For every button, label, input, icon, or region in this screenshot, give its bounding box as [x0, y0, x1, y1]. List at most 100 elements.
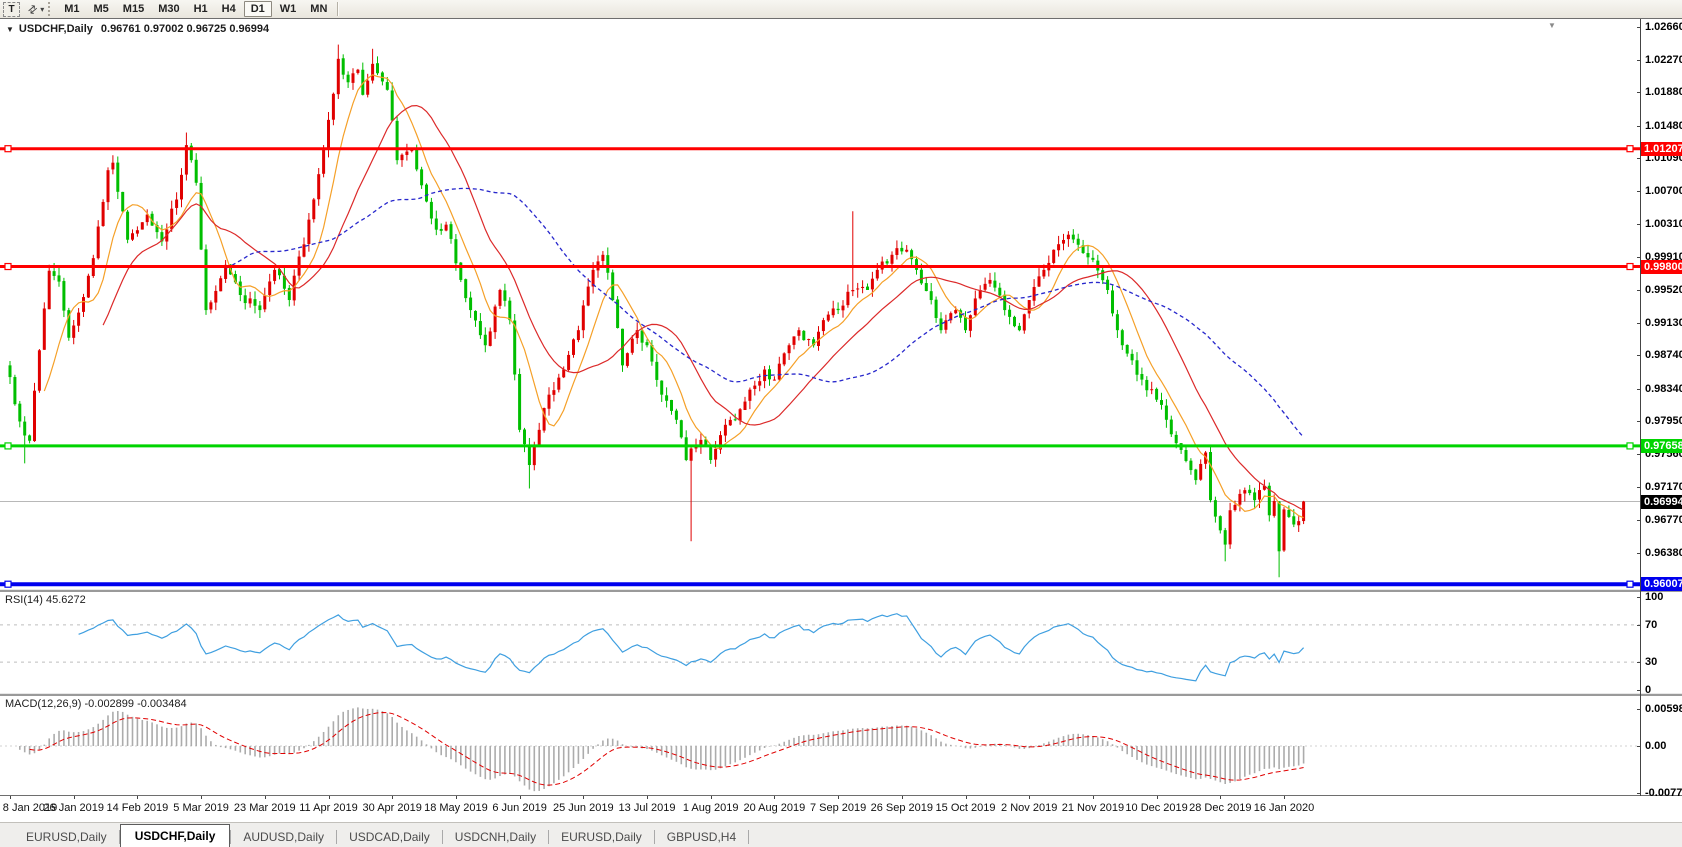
candle-body	[302, 244, 306, 257]
axis-tick	[1637, 223, 1641, 225]
candle-body	[924, 283, 928, 292]
candle-body	[82, 297, 85, 312]
candle-body	[1272, 501, 1276, 516]
candle-body	[929, 291, 933, 301]
candle-body	[527, 444, 531, 466]
timeframe-button-H1[interactable]: H1	[193, 3, 208, 15]
timeframe-button-M15[interactable]: M15	[122, 3, 145, 15]
candle-body	[204, 249, 208, 311]
candle-body	[973, 298, 977, 316]
candle-body	[993, 280, 997, 288]
price-tick-label: 1.00700	[1645, 185, 1682, 198]
candle-body	[278, 269, 281, 276]
chart-tab-GBPUSD-H4[interactable]: GBPUSD,H4	[666, 830, 737, 844]
candle-body	[709, 447, 713, 460]
candle-body	[792, 336, 796, 345]
line-handle[interactable]	[4, 145, 12, 153]
line-handle[interactable]	[1626, 262, 1634, 271]
candle-body	[743, 401, 747, 411]
candle-body	[1248, 489, 1252, 494]
candle-body	[699, 439, 703, 447]
candle-body	[1066, 234, 1070, 240]
candle-body	[1037, 276, 1041, 287]
price-axis[interactable]: 1.02660 1.02270 1.01880 1.01480 1.01090 1.007…	[1637, 19, 1682, 799]
candle-body	[1086, 253, 1090, 258]
date-tick	[647, 796, 648, 799]
panel-splitter-macd[interactable]	[0, 693, 1682, 696]
timeframe-button-W1[interactable]: W1	[279, 3, 297, 15]
candle-body	[998, 287, 1002, 296]
candle-body	[1057, 244, 1061, 251]
candle-body	[135, 230, 139, 234]
chart-tab-EURUSD-Daily[interactable]: EURUSD,Daily	[26, 830, 107, 844]
ma-medium-line	[102, 105, 1304, 511]
chart-shift-marker[interactable]: ▼	[1548, 21, 1556, 30]
axis-tick	[1637, 158, 1641, 160]
candle-body	[885, 261, 889, 264]
candle-body	[390, 90, 394, 121]
timeframe-button-M1[interactable]: M1	[64, 3, 80, 15]
chart-tab-USDCHF-Daily[interactable]: USDCHF,Daily	[119, 824, 231, 847]
candle-body	[1140, 374, 1144, 380]
text-tool-button[interactable]: T	[3, 1, 20, 17]
candle-body	[312, 199, 316, 220]
timeframe-button-M5[interactable]: M5	[93, 3, 109, 15]
line-handle[interactable]	[1626, 442, 1634, 450]
candle-body	[346, 74, 350, 83]
candle-body	[635, 330, 639, 339]
draw-tool-dropdown-caret[interactable]: ▾	[40, 4, 45, 14]
date-tick	[73, 796, 75, 799]
timeframe-button-D1[interactable]: D1	[243, 1, 272, 17]
rsi-indicator-panel[interactable]	[0, 592, 1640, 693]
candle-body	[155, 225, 159, 233]
chart-tab-EURUSD-Daily[interactable]: EURUSD,Daily	[561, 830, 642, 844]
chart-tab-USDCAD-Daily[interactable]: USDCAD,Daily	[349, 830, 430, 844]
line-handle[interactable]	[4, 262, 12, 271]
axis-tick	[1637, 486, 1641, 488]
candle-body	[944, 320, 948, 330]
timeframe-button-MN[interactable]: MN	[310, 3, 328, 15]
candle-body	[1130, 353, 1134, 361]
candle-body	[420, 169, 424, 186]
rsi-tick-label: 100	[1645, 591, 1664, 603]
line-handle[interactable]	[4, 580, 12, 588]
timeframe-button-M30[interactable]: M30	[158, 3, 180, 15]
date-tick	[710, 796, 712, 799]
candle-body	[900, 247, 904, 252]
chart-tab-AUDUSD-Daily[interactable]: AUDUSD,Daily	[243, 830, 325, 844]
chart-tab-bar: EURUSD,Daily USDCHF,Daily AUDUSD,Daily USDC…	[0, 822, 1682, 847]
candle-body	[733, 419, 737, 421]
main-price-chart[interactable]	[0, 19, 1640, 589]
draw-tool-icon[interactable]: ⇄	[25, 1, 41, 17]
line-handle[interactable]	[1626, 580, 1634, 588]
date-label: 10 Dec 2019	[1125, 802, 1188, 814]
candle-body	[513, 320, 517, 375]
candle-body	[576, 330, 580, 341]
toolbar-drag-handle[interactable]	[48, 2, 53, 16]
rsi-tick-label: 0	[1645, 684, 1652, 696]
candle-body	[199, 182, 203, 250]
symbol-label: USDCHF,Daily	[18, 23, 93, 35]
panel-splitter-rsi[interactable]	[0, 589, 1682, 592]
date-axis[interactable]: 8 Jan 2019 26 Jan 2019 14 Feb 2019 5 Mar 20…	[0, 796, 1682, 821]
candle-body	[905, 249, 909, 252]
candle-body	[1052, 249, 1056, 263]
candle-body	[503, 290, 507, 301]
date-label: 28 Dec 2019	[1189, 802, 1252, 814]
candle-body	[934, 299, 938, 319]
candle-body	[47, 270, 51, 310]
chart-tab-USDCNH-Daily[interactable]: USDCNH,Daily	[454, 830, 537, 844]
macd-indicator-panel[interactable]	[0, 695, 1640, 795]
candle-body	[273, 269, 277, 281]
candle-body	[459, 262, 463, 280]
candle-body	[287, 287, 291, 301]
line-handle[interactable]	[4, 442, 12, 450]
timeframe-button-H4[interactable]: H4	[221, 3, 236, 15]
price-axis-line	[1640, 19, 1641, 796]
candle-body	[988, 279, 992, 284]
candle-body	[23, 421, 27, 436]
candle-body	[772, 379, 776, 381]
line-handle[interactable]	[1626, 145, 1634, 153]
symbol-dropdown-icon[interactable]: ▼	[6, 25, 14, 34]
candle-body	[488, 331, 492, 346]
